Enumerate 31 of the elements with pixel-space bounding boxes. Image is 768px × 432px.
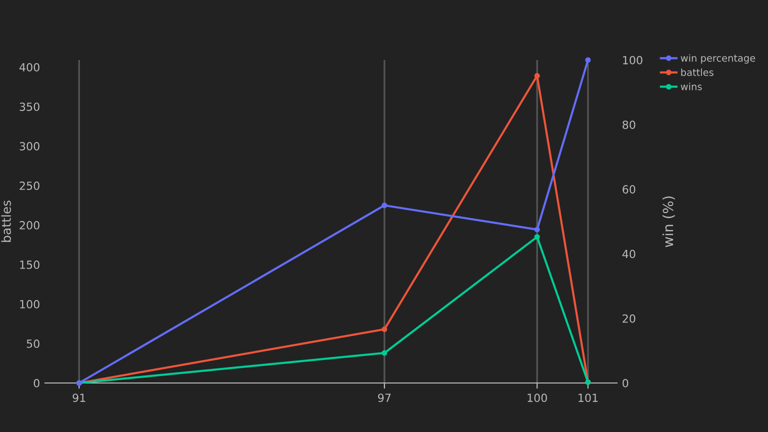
y2-axis-title: win (%) xyxy=(662,196,675,248)
point xyxy=(534,73,540,79)
y2-tick-label: 40 xyxy=(622,250,636,258)
point xyxy=(382,202,388,208)
point xyxy=(382,326,388,332)
y-tick-label: 150 xyxy=(20,260,40,269)
y-axis-title: battles xyxy=(1,200,11,242)
y2-tick-label: 0 xyxy=(622,378,628,388)
y2-tick-label: 60 xyxy=(622,185,636,194)
y2-tick-label: 80 xyxy=(622,120,636,129)
y-tick-label: 100 xyxy=(20,300,40,308)
x-tick-label: 101 xyxy=(578,394,598,402)
y-tick-label: 400 xyxy=(19,63,40,72)
legend-label: battles xyxy=(681,68,714,76)
y2-tick-label: 20 xyxy=(622,314,636,323)
y-tick-label: 200 xyxy=(20,221,40,230)
point xyxy=(534,234,540,240)
point xyxy=(585,57,591,63)
x-tick-label: 91 xyxy=(72,394,86,402)
y-tick-label: 50 xyxy=(26,339,40,348)
y-tick-label: 300 xyxy=(20,142,40,150)
x-tick-label: 100 xyxy=(528,394,547,402)
point xyxy=(534,226,540,232)
point xyxy=(382,350,388,356)
y-tick-label: 350 xyxy=(20,102,40,111)
y-tick-label: 250 xyxy=(20,182,40,190)
legend-label: win percentage xyxy=(680,54,756,64)
y2-tick-label: 100 xyxy=(623,56,642,64)
x-tick-label: 97 xyxy=(378,394,391,402)
y-tick-label: 0 xyxy=(34,378,40,388)
legend-label: wins xyxy=(680,82,702,90)
